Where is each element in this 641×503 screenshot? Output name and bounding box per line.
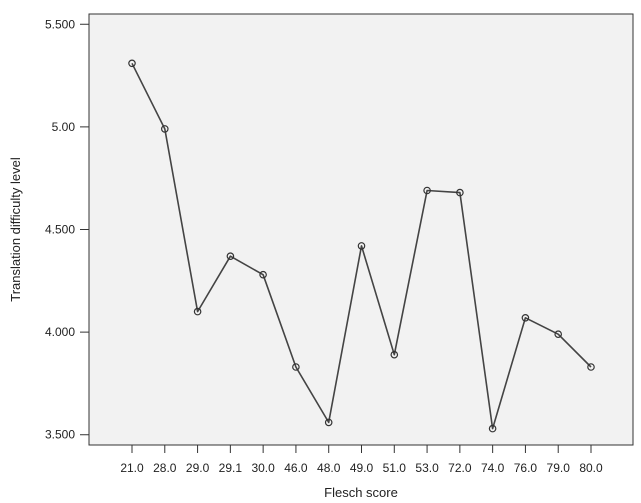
x-tick-label: 74.0 [481, 461, 505, 475]
data-point [521, 313, 530, 322]
x-tick-label: 21.0 [120, 461, 144, 475]
data-point [324, 418, 333, 427]
y-axis-title: Translation difficulty level [8, 157, 23, 302]
x-axis: 21.0 28.0 29.0 29.1 30.0 46.0 48.0 49.0 51.0 53.0… [120, 445, 603, 475]
y-tick-label: 4.500 [45, 223, 75, 237]
data-point [193, 307, 202, 316]
x-tick-label: 30.0 [251, 461, 275, 475]
x-tick-label: 49.0 [350, 461, 374, 475]
series-translation-difficulty [128, 59, 595, 433]
data-point [587, 363, 595, 371]
x-tick-label: 53.0 [415, 461, 439, 475]
x-tick-label: 46.0 [284, 461, 308, 475]
x-axis-title: Flesch score [324, 485, 398, 500]
x-tick-label: 28.0 [153, 461, 177, 475]
data-point [292, 363, 300, 371]
data-point [226, 252, 235, 261]
x-tick-label: 48.0 [317, 461, 341, 475]
series-line [131, 62, 592, 430]
data-point [161, 125, 169, 133]
data-point [128, 59, 136, 68]
y-tick-label: 3.500 [45, 428, 75, 442]
data-point [423, 186, 431, 195]
y-tick-label: 5.00 [52, 120, 76, 134]
data-point [488, 424, 497, 433]
y-tick-label: 5.500 [45, 17, 75, 31]
plot-area [88, 13, 634, 446]
x-tick-label: 51.0 [383, 461, 407, 475]
x-tick-label: 72.0 [448, 461, 472, 475]
y-tick-label: 4.000 [45, 325, 75, 339]
data-point [456, 188, 464, 197]
x-tick-label: 29.1 [219, 461, 243, 475]
x-tick-label: 79.0 [547, 461, 571, 475]
data-point [357, 242, 366, 250]
x-tick-label: 29.0 [186, 461, 210, 475]
x-tick-label: 76.0 [514, 461, 538, 475]
y-axis: 3.500 4.000 4.500 5.00 5.500 [45, 17, 89, 442]
x-tick-label: 80.0 [579, 461, 603, 475]
data-point [390, 350, 399, 359]
data-point [554, 330, 563, 339]
data-point [259, 270, 267, 279]
